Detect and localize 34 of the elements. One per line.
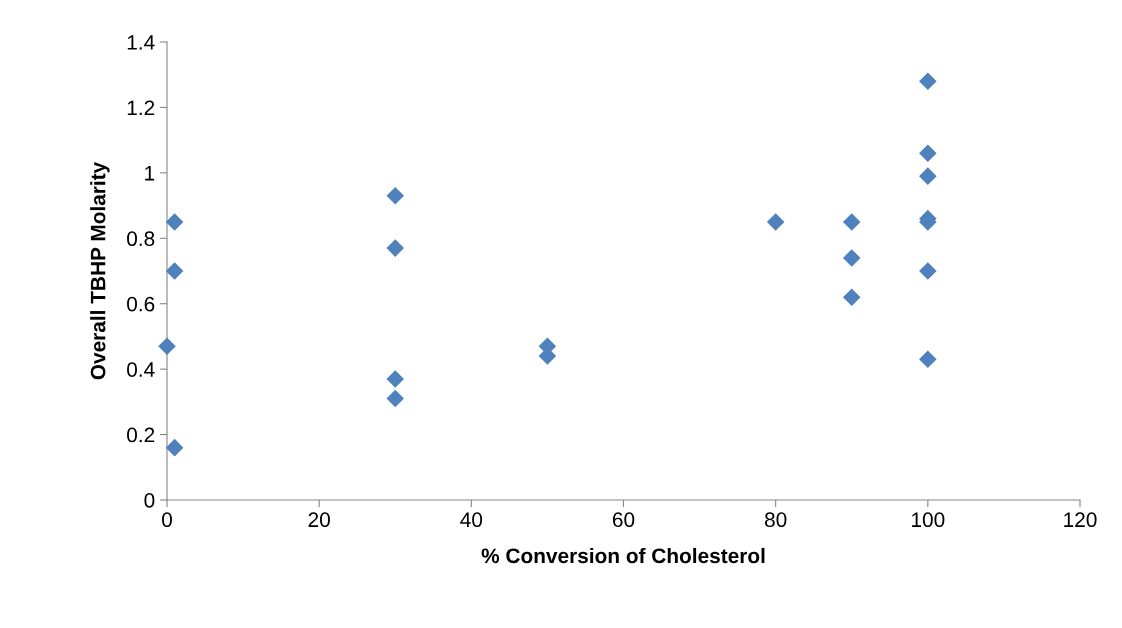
x-tick-label: 120	[1064, 512, 1097, 528]
x-axis-title: % Conversion of Cholesterol	[481, 547, 765, 564]
x-tick-label: 80	[764, 512, 787, 528]
x-tick-label: 0	[162, 512, 172, 528]
point	[919, 72, 937, 91]
point	[919, 350, 937, 369]
point	[386, 389, 405, 408]
y-tick-label: 1.4	[127, 35, 155, 50]
x-tick-label: 40	[460, 512, 483, 528]
point	[919, 167, 937, 185]
x-tick-label: 20	[308, 512, 330, 528]
point	[165, 438, 184, 457]
x-tick-label: 100	[912, 512, 945, 528]
point	[842, 213, 861, 231]
point	[165, 213, 184, 231]
point	[158, 337, 176, 356]
point	[386, 186, 405, 205]
y-tick-label: 0.6	[127, 296, 155, 312]
point	[919, 262, 937, 280]
point	[386, 370, 405, 388]
point	[766, 213, 785, 231]
point	[842, 288, 861, 306]
y-tick-label: 1	[145, 166, 155, 181]
point	[386, 239, 405, 257]
point	[842, 249, 861, 267]
y-axis-title: Overall TBHP Molarity	[90, 161, 110, 380]
y-tick-label: 1.2	[127, 100, 155, 115]
x-tick-label: 60	[612, 512, 635, 528]
y-tick-label: 0.8	[127, 231, 155, 247]
point	[165, 262, 184, 280]
y-tick-label: 0.2	[127, 427, 155, 443]
y-tick-label: 0.4	[127, 362, 155, 377]
point	[919, 144, 937, 163]
y-tick-label: 0	[144, 493, 155, 508]
